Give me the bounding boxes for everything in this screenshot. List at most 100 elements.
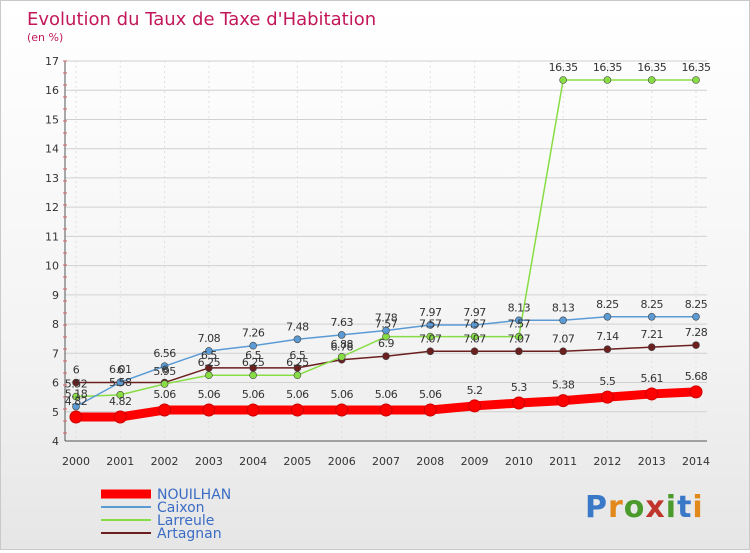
data-label-nouilhan: 4.82 xyxy=(109,395,132,408)
series-point-caixon xyxy=(160,362,169,370)
series-point-caixon xyxy=(470,321,479,329)
data-label-caixon: 7.26 xyxy=(242,327,265,340)
axes xyxy=(63,60,707,442)
data-label-artagnan: 7.21 xyxy=(640,328,663,341)
series-point-larreule xyxy=(293,371,302,380)
series-point-larreule xyxy=(249,371,257,380)
series-point-larreule xyxy=(426,332,435,341)
series-point-nouilhan xyxy=(113,410,127,424)
series-point-larreule xyxy=(515,332,523,341)
series-point-caixon xyxy=(293,335,302,344)
series-group xyxy=(69,76,703,424)
data-label-nouilhan: 5.06 xyxy=(153,388,176,401)
y-tick-label: 17 xyxy=(45,55,59,68)
series-point-artagnan xyxy=(426,347,435,356)
series-point-nouilhan xyxy=(335,403,349,417)
series-point-artagnan xyxy=(382,352,390,361)
data-label-nouilhan: 5.06 xyxy=(419,388,442,401)
y-tick-label: 14 xyxy=(45,143,59,156)
data-label-nouilhan: 5.2 xyxy=(467,384,483,397)
series-point-larreule xyxy=(337,353,346,361)
x-tick-label: 2009 xyxy=(461,455,489,468)
series-point-artagnan xyxy=(647,343,656,351)
data-label-artagnan: 6.78 xyxy=(330,341,353,354)
series-point-artagnan xyxy=(72,378,80,387)
series-point-caixon xyxy=(559,316,567,325)
x-tick-label: 2001 xyxy=(106,455,134,468)
data-label-larreule: 7.57 xyxy=(508,318,531,331)
chart-title: Evolution du Taux de Taxe d'Habitation xyxy=(27,9,376,30)
data-label-caixon: 7.78 xyxy=(375,312,398,325)
series-point-artagnan xyxy=(515,347,523,356)
x-tick-label: 2006 xyxy=(328,455,356,468)
data-label-caixon: 7.97 xyxy=(419,306,442,319)
data-label-nouilhan: 5.68 xyxy=(685,370,708,383)
data-label-larreule: 6.25 xyxy=(286,356,309,369)
data-label-caixon: 6.01 xyxy=(109,363,132,376)
x-tick-label: 2000 xyxy=(62,455,90,468)
series-point-caixon xyxy=(692,312,700,321)
series-point-caixon xyxy=(116,378,125,387)
x-tick-label: 2002 xyxy=(151,455,179,468)
series-point-larreule xyxy=(116,391,125,399)
series-point-caixon xyxy=(337,331,346,339)
series-point-caixon xyxy=(205,347,213,355)
series-point-larreule xyxy=(72,392,80,401)
x-tick-label: 2005 xyxy=(283,455,311,468)
logo-letter: P xyxy=(585,490,608,525)
grid xyxy=(65,60,707,442)
y-tick-label: 7 xyxy=(52,347,59,360)
data-label-nouilhan: 5.06 xyxy=(375,388,398,401)
y-tick-label: 13 xyxy=(45,172,59,185)
series-point-larreule xyxy=(470,332,479,341)
data-label-larreule: 6.25 xyxy=(242,356,265,369)
x-tick-label: 2004 xyxy=(239,455,267,468)
series-point-artagnan xyxy=(249,364,257,372)
legend-label-artagnan: Artagnan xyxy=(157,526,222,542)
series-point-caixon xyxy=(647,312,656,321)
series-point-artagnan xyxy=(293,364,302,372)
data-label-caixon: 8.13 xyxy=(552,301,575,314)
data-label-nouilhan: 5.06 xyxy=(242,388,265,401)
data-label-larreule: 5.58 xyxy=(109,376,132,389)
data-label-caixon: 8.13 xyxy=(508,301,531,314)
data-label-caixon: 7.63 xyxy=(330,316,353,329)
data-label-caixon: 7.97 xyxy=(463,306,486,319)
data-label-artagnan: 6.5 xyxy=(201,349,217,362)
data-label-artagnan: 6.9 xyxy=(378,337,394,350)
data-label-nouilhan: 5.38 xyxy=(552,379,575,392)
x-tick-label: 2013 xyxy=(638,455,666,468)
data-label-artagnan: 7.07 xyxy=(463,332,486,345)
data-label-larreule: 6.25 xyxy=(198,356,221,369)
data-label-larreule: 5.52 xyxy=(65,378,88,391)
x-tick-label: 2011 xyxy=(549,455,577,468)
data-label-larreule: 16.35 xyxy=(682,61,711,74)
logo-letter: i xyxy=(666,490,677,525)
series-point-caixon xyxy=(426,321,435,329)
series-point-caixon xyxy=(249,341,257,350)
series-point-caixon xyxy=(72,402,80,411)
series-point-nouilhan xyxy=(556,394,570,408)
x-tick-label: 2010 xyxy=(505,455,533,468)
data-label-caixon: 5.18 xyxy=(65,388,88,401)
data-label-artagnan: 7.28 xyxy=(685,326,708,339)
proxiti-logo: Proxiti xyxy=(585,490,704,525)
chart-subtitle: (en %) xyxy=(27,31,63,44)
data-label-nouilhan: 5.06 xyxy=(286,388,309,401)
series-point-artagnan xyxy=(205,364,213,372)
data-label-caixon: 7.08 xyxy=(198,332,221,345)
logo-text: Proxiti xyxy=(585,490,704,525)
logo-letter: t xyxy=(677,490,692,525)
series-point-nouilhan xyxy=(468,399,482,413)
data-label-artagnan: 6 xyxy=(117,364,124,377)
series-point-caixon xyxy=(603,312,612,321)
data-label-artagnan: 6 xyxy=(73,364,80,377)
data-label-nouilhan: 5.3 xyxy=(511,381,527,394)
series-point-larreule xyxy=(603,76,612,84)
series-point-caixon xyxy=(382,326,390,335)
y-tick-label: 10 xyxy=(45,260,59,273)
y-tick-label: 9 xyxy=(52,289,59,302)
data-label-nouilhan: 4.82 xyxy=(65,395,88,408)
data-label-larreule: 7.57 xyxy=(419,318,442,331)
